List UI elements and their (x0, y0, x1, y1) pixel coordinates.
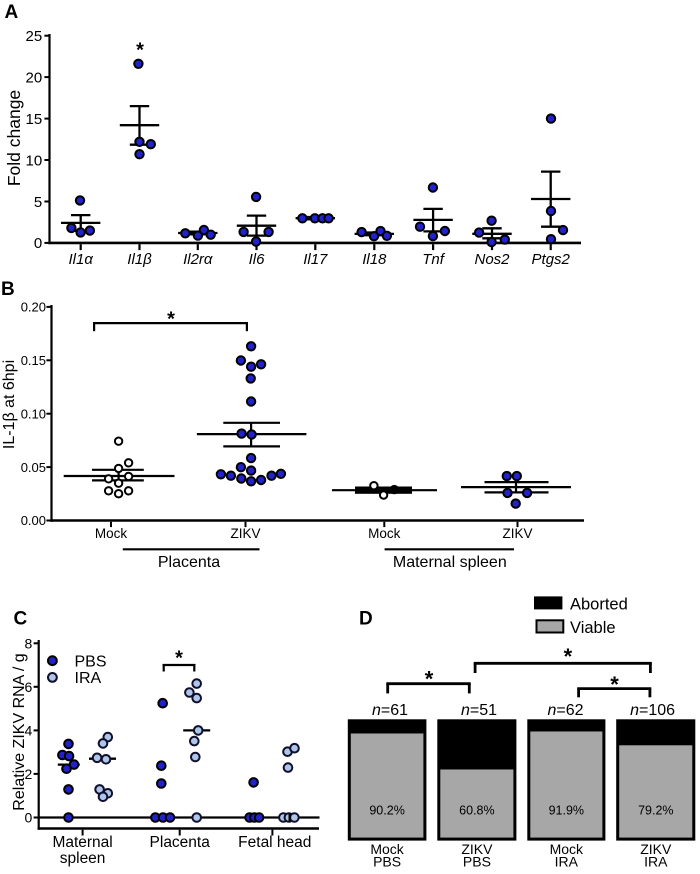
svg-text:10: 10 (26, 152, 43, 169)
svg-text:60.8%: 60.8% (459, 803, 494, 817)
svg-text:Maternal: Maternal (52, 834, 112, 851)
svg-text:ZIKV: ZIKV (230, 526, 260, 541)
svg-text:90.2%: 90.2% (369, 803, 404, 817)
svg-text:Placenta: Placenta (150, 834, 211, 851)
svg-text:IRA: IRA (75, 670, 102, 687)
svg-text:Ptgs2: Ptgs2 (532, 251, 571, 268)
svg-text:20: 20 (26, 69, 43, 86)
svg-text:4: 4 (25, 722, 33, 738)
svg-text:B: B (1, 279, 15, 300)
svg-text:Il1α: Il1α (68, 251, 93, 268)
svg-text:*: * (564, 644, 573, 669)
svg-text:IRA: IRA (555, 854, 579, 870)
svg-text:0.20: 0.20 (21, 300, 46, 315)
svg-text:ZIKV: ZIKV (461, 841, 493, 857)
svg-text:Mock: Mock (370, 841, 404, 857)
svg-text:ZIKV: ZIKV (640, 841, 672, 857)
svg-text:n=62: n=62 (547, 702, 583, 719)
svg-text:PBS: PBS (373, 854, 401, 870)
svg-text:0: 0 (34, 235, 42, 252)
svg-text:n=51: n=51 (461, 702, 497, 719)
svg-text:A: A (5, 2, 19, 23)
svg-text:Tnf: Tnf (422, 251, 446, 268)
svg-text:*: * (425, 666, 434, 691)
svg-text:91.9%: 91.9% (549, 803, 584, 817)
svg-text:0.00: 0.00 (21, 513, 46, 528)
svg-text:Mock: Mock (368, 526, 401, 541)
svg-text:Il18: Il18 (362, 251, 387, 268)
svg-text:*: * (610, 672, 619, 697)
svg-text:*: * (167, 309, 175, 331)
svg-text:spleen: spleen (60, 850, 106, 867)
svg-text:6: 6 (25, 679, 33, 695)
svg-text:0.05: 0.05 (21, 460, 46, 475)
svg-text:0: 0 (25, 810, 33, 826)
svg-text:Il2rα: Il2rα (183, 251, 213, 268)
svg-text:Placenta: Placenta (158, 554, 220, 571)
svg-text:Aborted: Aborted (570, 596, 628, 614)
svg-text:*: * (175, 648, 183, 670)
svg-text:n=61: n=61 (372, 702, 408, 719)
svg-text:C: C (14, 609, 28, 630)
svg-text:2: 2 (25, 766, 33, 782)
svg-text:Maternal spleen: Maternal spleen (393, 554, 507, 571)
svg-text:0.10: 0.10 (21, 406, 46, 421)
svg-text:Viable: Viable (570, 619, 616, 637)
svg-text:Mock: Mock (550, 841, 584, 857)
svg-text:n=106: n=106 (630, 702, 675, 719)
svg-text:IRA: IRA (644, 854, 668, 870)
svg-text:79.2%: 79.2% (638, 803, 673, 817)
svg-text:*: * (136, 40, 144, 62)
svg-text:Fetal head: Fetal head (238, 834, 311, 851)
svg-text:Nos2: Nos2 (474, 251, 510, 268)
svg-text:PBS: PBS (75, 654, 107, 671)
svg-text:25: 25 (26, 28, 43, 45)
svg-text:15: 15 (26, 111, 43, 128)
svg-text:PBS: PBS (463, 854, 491, 870)
svg-text:ZIKV: ZIKV (502, 526, 532, 541)
svg-text:IL-1β at 6hpi: IL-1β at 6hpi (1, 360, 18, 449)
svg-text:Mock: Mock (95, 526, 128, 541)
svg-text:Il17: Il17 (303, 251, 328, 268)
svg-text:Relative ZIKV RNA / g: Relative ZIKV RNA / g (11, 653, 28, 810)
svg-text:5: 5 (34, 194, 42, 211)
svg-text:D: D (359, 609, 373, 630)
svg-text:Fold change: Fold change (4, 90, 24, 186)
svg-text:Il6: Il6 (249, 251, 266, 268)
svg-text:Il1β: Il1β (127, 251, 152, 268)
svg-text:8: 8 (25, 635, 33, 651)
svg-text:0.15: 0.15 (21, 353, 46, 368)
